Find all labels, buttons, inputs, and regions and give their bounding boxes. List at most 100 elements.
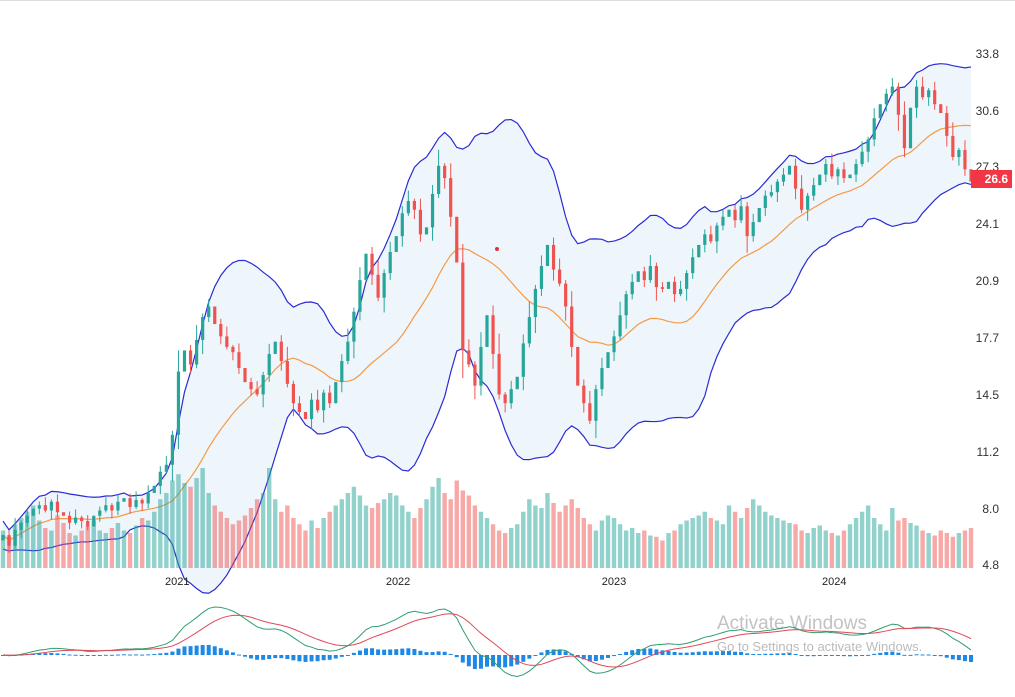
- candle-body: [781, 174, 786, 182]
- macd-histogram-bar: [829, 655, 834, 656]
- candle-body: [570, 306, 574, 347]
- volume-bar: [363, 505, 369, 568]
- volume-bar: [37, 520, 42, 568]
- macd-histogram-bar: [418, 650, 423, 655]
- candle-body: [316, 399, 320, 411]
- volume-bar: [206, 493, 211, 568]
- volume-bar: [388, 493, 393, 568]
- macd-histogram-bar: [866, 654, 871, 656]
- candle-body: [703, 234, 707, 245]
- candle-body: [322, 392, 326, 411]
- volume-bar: [823, 530, 828, 568]
- macd-histogram-bar: [357, 650, 362, 655]
- volume-bar: [968, 528, 974, 568]
- candle-body: [648, 266, 652, 281]
- macd-histogram-bar: [515, 655, 520, 665]
- macd-histogram-bar: [938, 655, 943, 657]
- macd-histogram-bar: [388, 649, 393, 655]
- candle-body: [164, 464, 168, 472]
- candle-body: [812, 185, 816, 196]
- macd-histogram-bar: [944, 655, 949, 658]
- macd-histogram-bar: [690, 652, 695, 655]
- volume-bar: [357, 495, 363, 568]
- macd-histogram-bar: [478, 655, 483, 669]
- candle-body: [890, 86, 894, 94]
- candle-body: [824, 164, 828, 175]
- macd-histogram-bar: [430, 652, 435, 655]
- candle-body: [388, 251, 392, 274]
- candle-body: [449, 178, 453, 217]
- volume-bar: [599, 520, 605, 568]
- volume-bar: [696, 515, 701, 568]
- candle-body: [7, 535, 11, 546]
- candle-body: [927, 90, 931, 98]
- volume-bar: [878, 524, 883, 568]
- macd-histogram-bar: [267, 655, 272, 660]
- y-tick: 4.8: [982, 558, 999, 572]
- candle-body: [261, 375, 265, 395]
- macd-histogram-bar: [920, 654, 925, 656]
- candle-body: [74, 517, 78, 523]
- macd-histogram-bar: [370, 648, 375, 655]
- candle-body: [285, 361, 289, 384]
- candle-body: [255, 389, 259, 395]
- volume-bar: [484, 518, 490, 568]
- macd-histogram-bar: [279, 655, 284, 659]
- candle-body: [1, 535, 5, 541]
- volume-bar: [714, 520, 720, 568]
- volume-bar: [375, 503, 381, 568]
- macd-histogram-bar: [708, 651, 713, 655]
- macd-histogram-bar: [497, 655, 502, 668]
- candle-body: [243, 368, 247, 383]
- volume-bar: [339, 499, 344, 568]
- candle-body: [642, 271, 646, 281]
- macd-histogram-bar: [969, 655, 973, 663]
- candle-body: [884, 93, 888, 105]
- volume-bar: [926, 533, 931, 568]
- volume-bar: [521, 511, 526, 568]
- macd-histogram-bar: [902, 654, 907, 656]
- macd-histogram-bar: [854, 655, 859, 657]
- volume-bar: [400, 505, 405, 568]
- candle-body: [170, 434, 174, 465]
- macd-histogram-bar: [194, 645, 199, 655]
- macd-histogram-bar: [115, 654, 120, 656]
- volume-bar: [309, 520, 314, 568]
- watermark-subtitle: Go to Settings to activate Windows.: [717, 639, 923, 654]
- candle-body: [933, 90, 937, 105]
- macd-histogram-bar: [684, 652, 689, 655]
- candle-body: [878, 104, 882, 119]
- volume-bar: [133, 525, 139, 568]
- volume-bar: [865, 505, 871, 568]
- macd-histogram-bar: [757, 654, 762, 656]
- candle-body: [249, 382, 253, 390]
- macd-histogram-bar: [775, 653, 780, 655]
- macd-histogram-bar: [400, 648, 405, 655]
- candle-body: [896, 86, 900, 115]
- x-tick: 2021: [164, 576, 190, 588]
- macd-histogram-bar: [545, 649, 550, 655]
- macd-histogram-bar: [364, 648, 368, 655]
- volume-bar: [630, 528, 635, 568]
- volume-bar: [170, 480, 175, 568]
- candle-body: [19, 522, 23, 530]
- candle-body: [775, 181, 779, 193]
- candle-body: [291, 383, 295, 404]
- volume-bar: [31, 505, 36, 568]
- volume-bar: [672, 530, 677, 568]
- macd-histogram-bar: [817, 655, 822, 656]
- volume-bar: [315, 528, 320, 568]
- volume-bar: [164, 493, 169, 568]
- macd-histogram-bar: [926, 654, 931, 656]
- macd-histogram-bar: [739, 651, 744, 655]
- volume-bar: [775, 518, 780, 568]
- candle-body: [207, 306, 211, 318]
- candle-body: [558, 269, 562, 284]
- candle-body: [267, 353, 271, 376]
- volume-bar: [55, 515, 60, 568]
- candle-body: [957, 149, 961, 157]
- macd-histogram-bar: [67, 654, 72, 656]
- candle-body: [515, 376, 519, 390]
- macd-histogram-bar: [236, 654, 241, 656]
